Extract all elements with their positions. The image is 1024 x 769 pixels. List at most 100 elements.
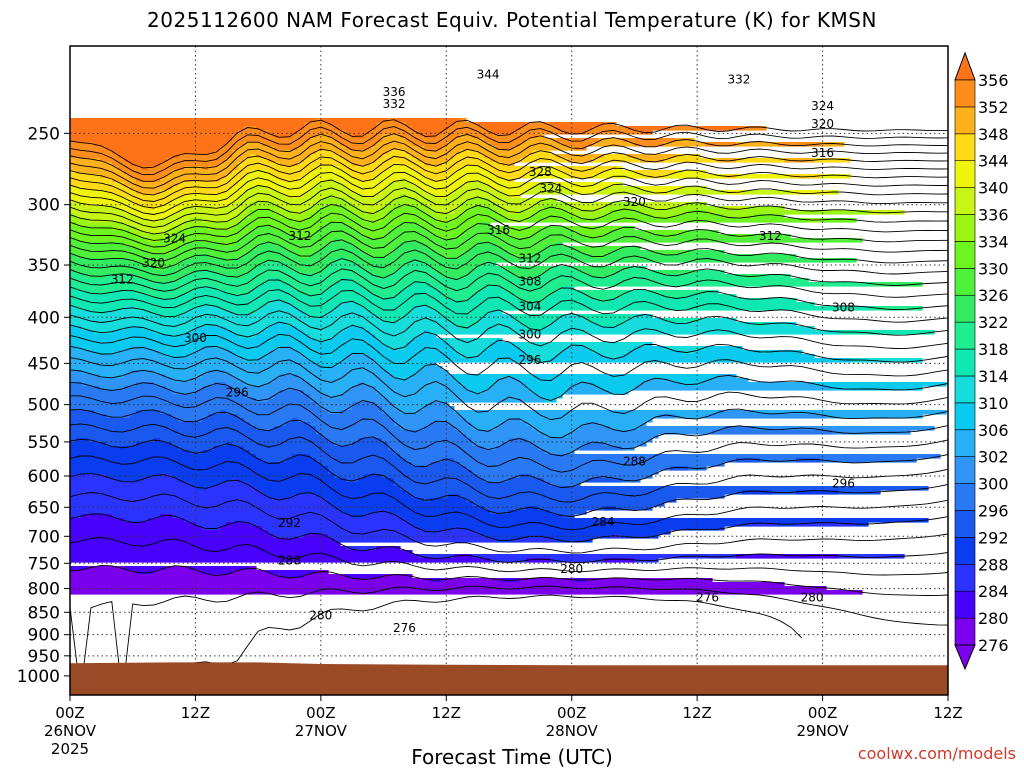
color-band-cell (424, 174, 449, 179)
colorbar-swatch (954, 375, 976, 404)
color-band-cell (292, 302, 341, 307)
color-band-cell (526, 438, 653, 443)
color-band-cell (304, 194, 329, 199)
color-band-cell (334, 258, 347, 263)
color-band-cell (532, 234, 587, 239)
contour-line (70, 163, 948, 209)
color-band-cell (244, 382, 269, 387)
color-band-cell (610, 250, 653, 255)
color-band-cell (388, 182, 413, 187)
color-band-cell (376, 142, 413, 147)
color-band-cell (364, 266, 401, 271)
color-band-cell (508, 194, 521, 199)
color-band-cell (628, 154, 677, 159)
color-band-cell (238, 166, 317, 171)
color-band-cell (130, 174, 167, 179)
color-band-cell (508, 234, 533, 239)
color-band-cell (496, 146, 515, 151)
color-band-cell (436, 234, 461, 239)
color-band-cell (490, 158, 521, 163)
color-band-cell (610, 230, 647, 235)
color-band-cell (502, 230, 539, 235)
color-band-cell (238, 334, 257, 339)
color-band-cell (130, 162, 161, 167)
color-band-cell (346, 546, 377, 551)
color-band-cell (70, 518, 125, 523)
color-band-cell (460, 202, 497, 207)
color-band-cell (76, 214, 137, 219)
color-band-cell (160, 514, 173, 519)
colorbar-label: 356 (978, 71, 1009, 90)
color-band-cell (568, 210, 611, 215)
color-band-cell (274, 242, 329, 247)
color-band-cell (70, 406, 323, 411)
contour-line (70, 203, 948, 241)
color-band-cell (76, 170, 125, 175)
color-band-cell (316, 250, 365, 255)
color-band-cell (280, 214, 311, 219)
color-band-cell (244, 206, 281, 211)
color-band-cell (70, 250, 149, 255)
color-band-cell (172, 414, 209, 419)
color-band-cell (196, 522, 227, 527)
color-band-cell (334, 442, 353, 447)
color-band-cell (70, 254, 77, 259)
x-tick-label: 26NOV (44, 722, 97, 740)
color-band-cell (70, 574, 281, 579)
color-band-cell (178, 294, 311, 299)
color-band-cell (70, 454, 257, 459)
color-band-cell (322, 366, 329, 371)
color-band-cell (436, 250, 467, 255)
color-band-cell (274, 210, 293, 215)
color-band-cell (226, 382, 245, 387)
color-band-cell (370, 354, 461, 359)
color-band-cell (262, 306, 299, 311)
colorbar-label: 334 (978, 232, 1009, 251)
color-band-cell (406, 314, 443, 319)
color-band-cell (70, 262, 143, 267)
plot-frame (69, 45, 949, 696)
contour-label: 312 (288, 229, 311, 243)
color-band-cell (154, 382, 215, 387)
color-band-cell (382, 366, 425, 371)
color-band-cell (250, 202, 275, 207)
color-band-cell (460, 186, 491, 191)
color-band-cell (178, 182, 239, 187)
color-band-cell (70, 418, 179, 423)
color-band-cell (340, 154, 383, 159)
contour-line (70, 395, 948, 473)
color-band-cell (70, 174, 101, 179)
color-band-cell (538, 230, 575, 235)
color-band-cell (202, 386, 233, 391)
x-tick-label: 12Z (682, 704, 711, 722)
color-band-cell (682, 186, 707, 191)
color-band-cell (454, 154, 485, 159)
color-band-cell (442, 314, 485, 319)
color-band-cell (136, 214, 173, 219)
color-band-cell (178, 478, 233, 483)
color-band-cell (382, 190, 425, 195)
color-band-cell (136, 246, 179, 251)
color-band-cell (604, 122, 617, 127)
credit-link[interactable]: coolwx.com/models (857, 744, 1016, 763)
color-band-cell (388, 446, 485, 451)
color-band-cell (652, 206, 671, 211)
color-band-cell (70, 498, 329, 503)
color-band-cell (268, 382, 311, 387)
color-band-cell (376, 362, 431, 367)
color-band-cell (238, 378, 275, 383)
color-band-cell (70, 370, 83, 375)
color-band-cell (244, 210, 251, 215)
color-band-cell (508, 250, 539, 255)
y-tick-label: 850 (28, 603, 60, 623)
color-band-cell (502, 206, 533, 211)
color-band-cell (382, 406, 395, 411)
color-band-cell (76, 438, 89, 443)
color-band-cell (70, 330, 95, 335)
color-band-cell (490, 342, 515, 347)
color-band-cell (346, 206, 359, 211)
color-band-cell (76, 238, 149, 243)
color-band-cell (184, 222, 239, 227)
colorbar-swatch (954, 563, 976, 592)
color-band-cell (256, 310, 305, 315)
